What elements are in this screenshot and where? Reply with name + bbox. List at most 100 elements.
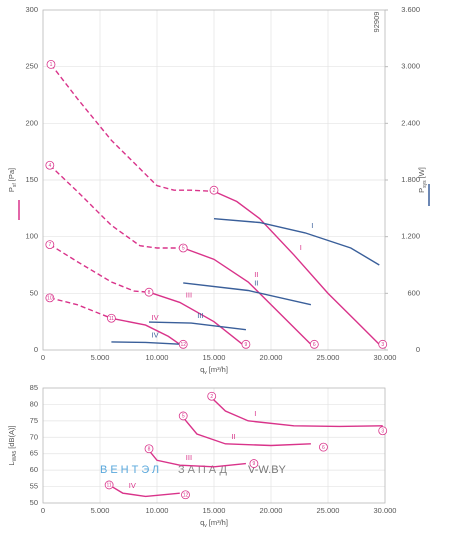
axis-subscript: WA5 <box>12 451 18 462</box>
marker-label: 11 <box>107 483 112 489</box>
marker-circle <box>46 60 56 69</box>
y-tick-label: 50 <box>30 288 38 297</box>
marker-circle <box>207 391 217 401</box>
y-tick-label: 50 <box>30 498 38 507</box>
y2-tick-label: 0 <box>416 345 420 354</box>
curve-label: IV <box>129 481 136 490</box>
curve <box>108 484 180 498</box>
y-tick-label: 65 <box>30 449 38 458</box>
marker-label: 11 <box>109 316 114 322</box>
curve <box>182 247 312 345</box>
y-tick-label: 150 <box>25 175 38 184</box>
marker-label: 6 <box>313 342 316 348</box>
curve-label: II <box>254 278 258 287</box>
axis-symbol: P <box>7 187 16 192</box>
x-tick-label: 20.000 <box>260 506 283 515</box>
curve <box>111 317 181 345</box>
curve <box>213 190 380 345</box>
marker-circle <box>378 426 388 436</box>
point-marker: 9 <box>241 339 251 349</box>
marker-circle <box>309 339 319 349</box>
axis-symbol: P <box>417 188 426 193</box>
axis-unit: [m³/h] <box>209 365 228 374</box>
marker-label: 5 <box>182 414 185 420</box>
marker-label: 12 <box>183 492 189 498</box>
marker-label: 2 <box>213 188 216 194</box>
point-marker: 2 <box>209 185 219 195</box>
y-tick-label: 250 <box>25 62 38 71</box>
axis-label: qv [m³/h] <box>200 518 228 529</box>
curve-label: III <box>186 453 192 462</box>
curve-label: I <box>300 243 302 252</box>
axis-symbol: q <box>200 365 204 374</box>
marker-label: 12 <box>180 342 186 348</box>
x-tick-label: 15.000 <box>203 506 226 515</box>
point-marker: 10 <box>45 293 55 303</box>
x-tick-label: 5.000 <box>91 506 110 515</box>
point-marker: 5 <box>178 411 188 421</box>
point-marker: 7 <box>45 240 55 250</box>
y-tick-label: 85 <box>30 383 38 392</box>
axis-unit: [W] <box>417 167 426 178</box>
axis-symbol: q <box>200 518 204 527</box>
curve <box>49 297 112 319</box>
marker-circle <box>209 185 219 195</box>
marker-label: 8 <box>148 290 151 296</box>
curve <box>213 218 380 266</box>
chart-code: 92909 <box>372 12 381 33</box>
curve <box>49 244 150 293</box>
axis-symbol: L <box>7 461 16 465</box>
curve-label: I <box>254 409 256 418</box>
axis-subscript: v <box>204 523 207 529</box>
curve-label: I <box>311 221 313 230</box>
y-tick-label: 300 <box>25 5 38 14</box>
axis-unit: [Pa] <box>7 168 16 181</box>
curve-label: IV <box>152 313 159 322</box>
point-marker: 4 <box>45 160 55 170</box>
marker-circle <box>45 293 55 303</box>
y2-tick-label: 1.800 <box>401 175 420 184</box>
curve-label: II <box>254 270 258 279</box>
point-marker: 6 <box>309 339 319 349</box>
marker-circle <box>178 339 188 349</box>
x-tick-label: 25.000 <box>317 353 340 362</box>
marker-circle <box>144 287 154 297</box>
point-marker: 3 <box>378 426 388 436</box>
marker-circle <box>144 444 154 454</box>
y2-tick-label: 1.200 <box>401 232 420 241</box>
x-tick-label: 15.000 <box>203 353 226 362</box>
curve <box>149 321 247 331</box>
axis-label: Psf [Pa] <box>7 168 18 192</box>
x-tick-label: 5.000 <box>91 353 110 362</box>
y-tick-label: 55 <box>30 482 38 491</box>
curve <box>148 449 246 468</box>
point-marker: 6 <box>319 442 328 452</box>
curve <box>183 282 312 306</box>
x-tick-label: 0 <box>41 353 45 362</box>
point-marker: 11 <box>104 480 114 490</box>
marker-circle <box>241 339 251 349</box>
x-tick-label: 10.000 <box>146 506 169 515</box>
marker-circle <box>249 459 259 468</box>
curve <box>111 341 180 345</box>
curve <box>182 417 311 447</box>
marker-circle <box>378 339 388 349</box>
point-marker: 9 <box>249 459 259 468</box>
marker-circle <box>45 240 55 250</box>
axis-subscript: sf <box>12 183 18 188</box>
y2-tick-label: 600 <box>407 288 420 297</box>
x-tick-label: 30.000 <box>374 506 397 515</box>
y-tick-label: 70 <box>30 432 38 441</box>
y-tick-label: 200 <box>25 118 38 127</box>
marker-label: 2 <box>210 394 213 400</box>
marker-label: 5 <box>182 246 185 252</box>
watermark: V-W.BY <box>248 464 287 476</box>
y-tick-label: 0 <box>34 345 38 354</box>
curve <box>49 164 184 249</box>
curve <box>50 63 215 193</box>
axis-subscript: sys <box>422 180 428 188</box>
x-tick-label: 30.000 <box>374 353 397 362</box>
marker-label: 9 <box>245 342 248 348</box>
y-tick-label: 80 <box>30 399 38 408</box>
y-tick-label: 60 <box>30 465 38 474</box>
